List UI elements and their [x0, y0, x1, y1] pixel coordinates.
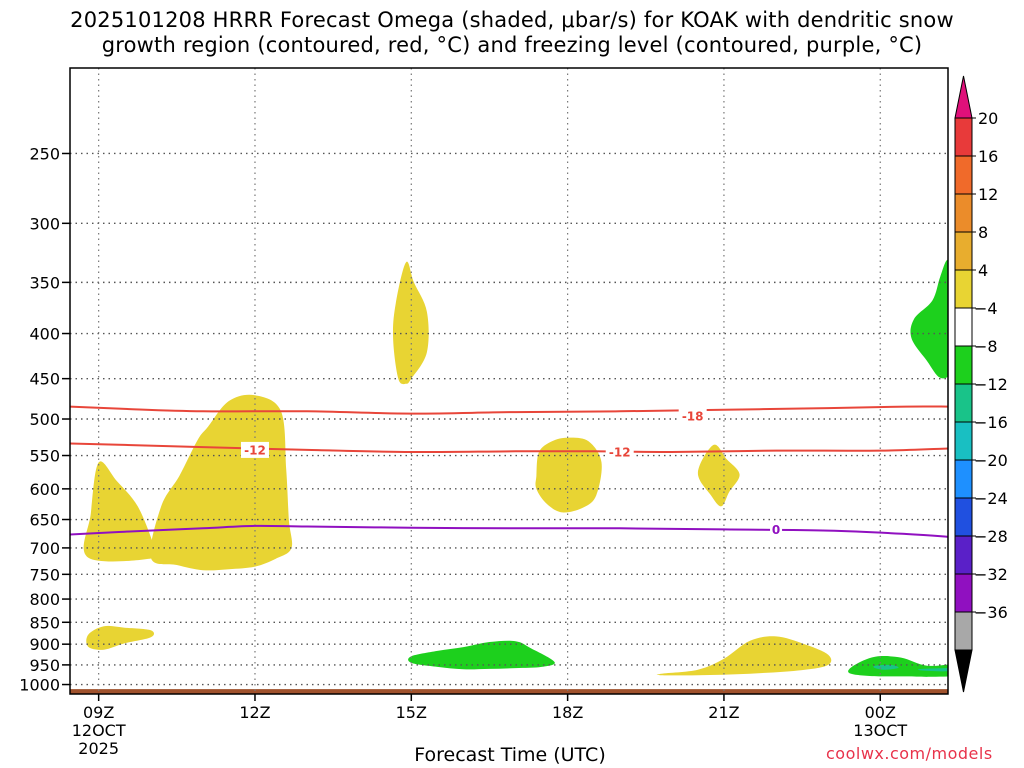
y-tick-label-250: 250 [29, 144, 60, 163]
grid-lines [70, 68, 948, 694]
omega-region-2 [86, 625, 155, 650]
x-tick-sublabel-09Z-0: 12OCT [72, 721, 126, 740]
colorbar: 20 16 12 8 4 −4 −8 −12 −16 −20 −24 −28 −32 −36 [954, 75, 1008, 693]
chart-title-line-2: growth region (contoured, red, °C) and f… [101, 33, 923, 57]
y-tick-label-500: 500 [29, 410, 60, 429]
colorbar-swatch-10 [954, 497, 973, 537]
contour-label-bg-2 [605, 444, 634, 461]
x-tick-label-09Z: 09Z [83, 703, 114, 722]
colorbar-label-3: 8 [978, 223, 988, 242]
y-tick-label-300: 300 [29, 214, 60, 233]
colorbar-swatch-11 [954, 535, 973, 575]
contour-label-0: -18 [682, 409, 704, 423]
omega-region-7 [408, 640, 555, 670]
colorbar-swatch-2 [954, 193, 973, 233]
x-tick-label-00Z: 00Z [865, 703, 896, 722]
terrain-band [70, 689, 948, 694]
y-tick-label-900: 900 [29, 635, 60, 654]
y-tick-label-550: 550 [29, 447, 60, 466]
y-tick-label-600: 600 [29, 480, 60, 499]
y-tick-label-400: 400 [29, 325, 60, 344]
y-axis: 250 300 350 400 450 500 550 600 650 700 750 800 850 9… [19, 144, 70, 695]
y-tick-label-750: 750 [29, 565, 60, 584]
colorbar-label-7: −12 [974, 375, 1008, 394]
colorbar-label-10: −24 [974, 489, 1008, 508]
omega-region-11 [918, 668, 948, 672]
colorbar-label-9: −20 [974, 451, 1008, 470]
colorbar-swatch-8 [954, 421, 973, 461]
colorbar-swatch-6 [954, 345, 973, 385]
colorbar-swatch-7 [954, 383, 973, 423]
colorbar-top-arrow [954, 75, 973, 119]
contour-label-bg-1 [240, 441, 269, 458]
omega-region-1 [150, 394, 293, 571]
y-tick-label-650: 650 [29, 511, 60, 530]
y-tick-label-850: 850 [29, 613, 60, 632]
colorbar-label-13: −36 [974, 603, 1008, 622]
colorbar-swatch-3 [954, 231, 973, 271]
colorbar-swatch-4 [954, 269, 973, 309]
x-tick-label-12Z: 12Z [239, 703, 270, 722]
x-tick-sublabel-00Z-0: 13OCT [853, 721, 907, 740]
contour-label-2: -12 [609, 446, 631, 460]
omega-region-6 [656, 636, 832, 676]
contour-lines: -18 -12 -12 0 [70, 405, 948, 538]
colorbar-swatch-9 [954, 459, 973, 499]
omega-shaded-regions [83, 259, 948, 677]
omega-region-4 [535, 437, 602, 513]
colorbar-swatch-5 [954, 307, 973, 347]
omega-region-3 [392, 261, 429, 385]
x-tick-label-18Z: 18Z [552, 703, 583, 722]
contour-line-0 [70, 405, 948, 415]
colorbar-bottom-arrow [954, 649, 973, 693]
x-tick-label-15Z: 15Z [396, 703, 427, 722]
omega-region-5 [697, 444, 740, 507]
contour-label-1: -12 [244, 443, 266, 457]
contour-label-bg-3 [770, 521, 783, 538]
colorbar-label-12: −32 [974, 565, 1008, 584]
x-tick-sublabel-09Z-1: 2025 [78, 739, 119, 758]
omega-region-0 [83, 461, 161, 562]
omega-region-8 [848, 656, 948, 677]
colorbar-label-5: −4 [974, 299, 998, 318]
colorbar-swatch-1 [954, 155, 973, 195]
source-credit: coolwx.com/models [826, 744, 993, 763]
y-tick-label-950: 950 [29, 656, 60, 675]
chart-title-line-1: 2025101208 HRRR Forecast Omega (shaded, … [70, 8, 954, 32]
contour-label-bg-0 [678, 407, 707, 424]
plot-frame [69, 67, 949, 695]
y-tick-label-450: 450 [29, 370, 60, 389]
colorbar-label-1: 16 [978, 147, 998, 166]
colorbar-label-11: −28 [974, 527, 1008, 546]
y-tick-label-700: 700 [29, 539, 60, 558]
colorbar-label-4: 4 [978, 261, 988, 280]
terrain-layer [70, 689, 948, 694]
y-tick-label-1000: 1000 [19, 676, 60, 695]
colorbar-swatch-13 [954, 611, 973, 651]
contour-line-1 [70, 442, 948, 454]
colorbar-swatch-0 [954, 117, 973, 157]
x-axis-label: Forecast Time (UTC) [414, 744, 606, 766]
colorbar-swatch-12 [954, 573, 973, 613]
x-tick-label-21Z: 21Z [708, 703, 739, 722]
colorbar-label-6: −8 [974, 337, 998, 356]
colorbar-label-2: 12 [978, 185, 998, 204]
y-tick-label-800: 800 [29, 590, 60, 609]
contour-line-3 [70, 524, 948, 538]
contour-label-3: 0 [772, 523, 780, 537]
colorbar-label-8: −16 [974, 413, 1008, 432]
omega-region-9 [910, 259, 948, 379]
y-tick-label-350: 350 [29, 273, 60, 292]
colorbar-label-0: 20 [978, 109, 998, 128]
